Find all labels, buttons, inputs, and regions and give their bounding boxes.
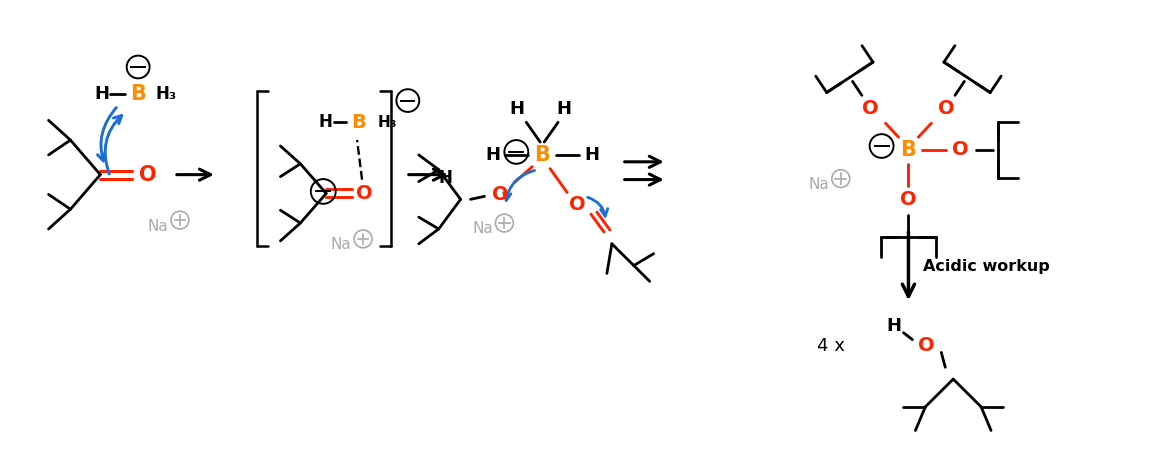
Text: H: H [887,317,901,335]
Text: B: B [130,84,146,104]
Text: O: O [901,190,917,209]
Text: O: O [938,99,954,118]
Text: O: O [492,185,509,204]
Text: H₃: H₃ [377,115,397,130]
Text: H: H [319,114,332,131]
Text: Na: Na [472,222,493,237]
Text: H: H [509,100,524,118]
Text: H: H [439,168,452,187]
Text: B: B [352,113,367,132]
Text: O: O [952,140,968,159]
Text: O: O [569,195,585,214]
Text: H₃: H₃ [155,84,176,103]
Text: Na: Na [808,177,829,192]
Text: B: B [534,145,550,165]
Text: Na: Na [147,218,168,233]
Text: O: O [139,165,157,185]
Text: H: H [95,84,110,103]
Text: O: O [356,184,373,203]
Text: O: O [918,336,934,355]
Text: O: O [862,99,880,118]
Text: H: H [584,146,599,164]
Text: H: H [557,100,571,118]
Text: B: B [901,140,917,160]
Text: Na: Na [331,237,352,252]
Text: 4 x: 4 x [816,336,844,355]
Text: Acidic workup: Acidic workup [924,258,1050,273]
Text: H: H [485,146,500,164]
